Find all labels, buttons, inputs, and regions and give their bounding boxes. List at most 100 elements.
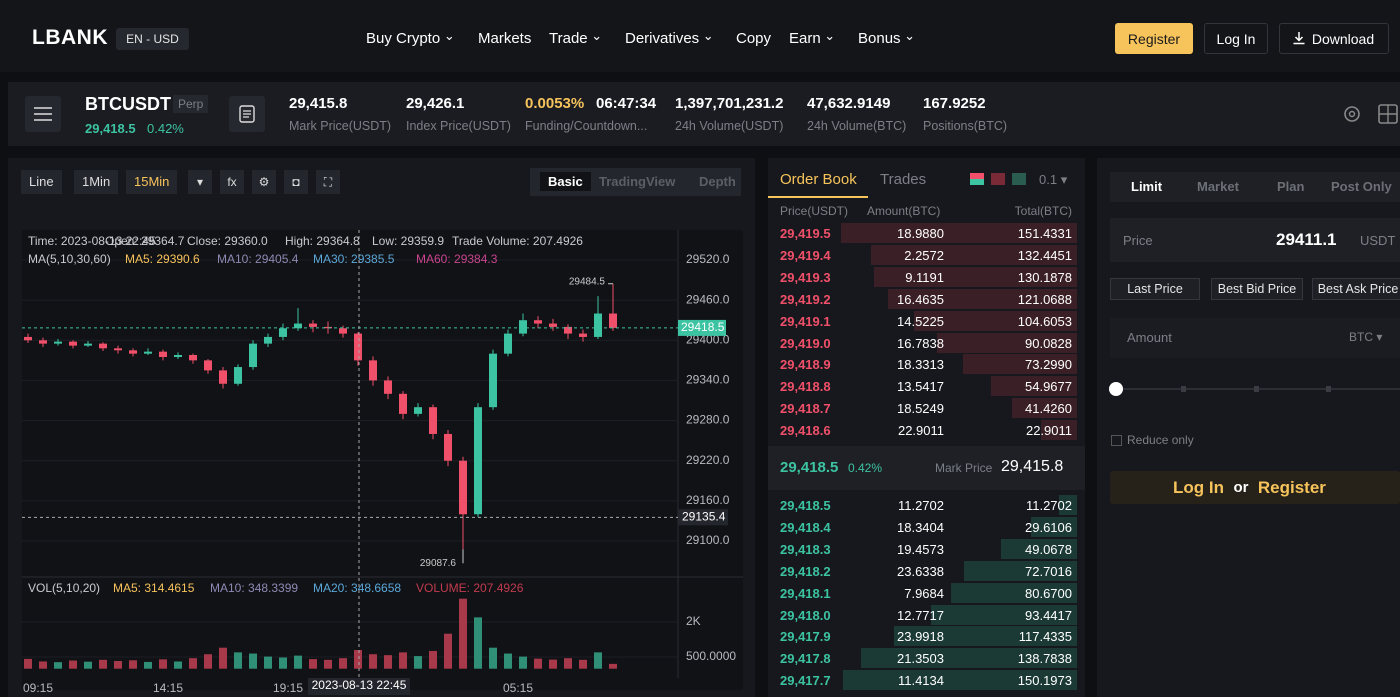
orderbook-row[interactable]: 29,418.5 11.2702 11.2702 xyxy=(768,494,1085,516)
y-tick-label: 29100.0 xyxy=(686,533,730,547)
order-tab[interactable]: Plan xyxy=(1277,179,1305,194)
view-bids[interactable] xyxy=(1012,173,1026,185)
tab-underline xyxy=(768,196,868,198)
quick-button[interactable]: Best Bid Price xyxy=(1211,278,1303,300)
nav-item[interactable]: Markets xyxy=(478,30,532,47)
candle-body xyxy=(279,328,287,337)
y-tick-label: 29460.0 xyxy=(686,292,730,306)
interval-button[interactable]: 15Min xyxy=(126,170,178,194)
volume-bar xyxy=(84,661,92,669)
orderbook-row[interactable]: 29,418.9 18.3313 73.2990 xyxy=(768,353,1085,375)
tool-button[interactable]: ◘ xyxy=(284,170,308,194)
row-total: 49.0678 xyxy=(1025,541,1072,557)
x-tick-label: 09:15 xyxy=(23,681,53,695)
nav-item[interactable]: Buy Crypto ⌄ xyxy=(366,28,455,47)
orderbook-row[interactable]: 29,418.8 13.5417 54.9677 xyxy=(768,375,1085,397)
order-tab[interactable]: Market xyxy=(1197,179,1239,194)
precision[interactable]: 0.1 ▾ xyxy=(1039,172,1068,187)
y-tick-label: 29220.0 xyxy=(686,453,730,467)
orderbook-row[interactable]: 29,418.4 18.3404 29.6106 xyxy=(768,516,1085,538)
depth-bar xyxy=(913,310,1077,331)
quick-button[interactable]: Last Price xyxy=(1110,278,1200,300)
candle-body xyxy=(189,355,197,361)
amount-input[interactable]: Amount BTC ▾ xyxy=(1110,318,1400,358)
cta-register[interactable]: Register xyxy=(1257,477,1326,497)
volume-bar xyxy=(129,660,137,669)
orderbook-row[interactable]: 29,419.4 2.2572 132.4451 xyxy=(768,244,1085,266)
order-tab[interactable]: Limit xyxy=(1131,179,1163,194)
orderbook-row[interactable]: 29,417.9 23.9918 117.4335 xyxy=(768,625,1085,647)
orderbook-row[interactable]: 29,418.1 7.9684 80.6700 xyxy=(768,582,1085,604)
layout-icon[interactable] xyxy=(1378,104,1398,124)
orderbook-row[interactable]: 29,419.5 18.9880 151.4331 xyxy=(768,222,1085,244)
orderbook-row[interactable]: 29,419.0 16.7838 90.0828 xyxy=(768,332,1085,354)
candle-body xyxy=(399,393,407,414)
volume-bar xyxy=(114,660,122,669)
orderbook-row[interactable]: 29,418.6 22.9011 22.9011 xyxy=(768,419,1085,441)
candle-body xyxy=(249,343,257,368)
price-value: 29411.1 xyxy=(1276,230,1337,249)
trades-tab[interactable]: Trades xyxy=(880,171,927,188)
interval-button[interactable]: 1Min xyxy=(74,170,119,194)
orderbook-tab[interactable]: Order Book xyxy=(780,171,857,188)
cta-login[interactable]: Log In xyxy=(1173,477,1224,497)
reduce-checkbox[interactable] xyxy=(1111,435,1122,446)
stat-value: 0.0053% xyxy=(525,95,585,112)
nav-item[interactable]: Earn ⌄ xyxy=(789,28,836,47)
nav-item[interactable]: Trade ⌄ xyxy=(549,28,603,47)
candle-body xyxy=(609,313,617,328)
slider-thumb[interactable] xyxy=(1109,382,1123,396)
info-text: Open: 29364.7 xyxy=(105,234,185,248)
orderbook-row[interactable]: 29,419.2 16.4635 121.0688 xyxy=(768,288,1085,310)
view-tab[interactable]: Depth xyxy=(699,174,736,189)
row-total: 117.4335 xyxy=(1018,629,1072,645)
x-tick-label: 05:15 xyxy=(503,681,533,695)
row-total: 121.0688 xyxy=(1017,291,1072,307)
tool-button[interactable]: ⛶ xyxy=(316,170,340,194)
order-tab[interactable]: Post Only xyxy=(1331,179,1392,194)
doc-icon xyxy=(239,105,255,123)
volume-bar xyxy=(249,653,257,669)
view-tab[interactable]: Basic xyxy=(540,172,591,191)
info-button[interactable] xyxy=(229,96,265,132)
row-price: 29,417.8 xyxy=(780,651,831,667)
row-price: 29,418.1 xyxy=(780,585,831,601)
orderbook-row[interactable]: 29,417.8 21.3503 138.7838 xyxy=(768,647,1085,669)
orderbook-row[interactable]: 29,418.0 12.7717 93.4417 xyxy=(768,604,1085,626)
volume-bar xyxy=(534,658,542,669)
login-button[interactable]: Log In xyxy=(1204,23,1268,54)
price-input[interactable]: Price 29411.1 USDT xyxy=(1110,218,1400,262)
tool-button[interactable]: ▾ xyxy=(188,170,212,194)
nav-item[interactable]: Copy xyxy=(736,30,772,47)
row-amount: 12.7717 xyxy=(897,607,944,623)
register-button[interactable]: Register xyxy=(1115,23,1193,54)
col-price: Price(USDT) xyxy=(780,204,848,218)
view-both[interactable] xyxy=(970,173,984,185)
row-amount: 16.4635 xyxy=(897,291,944,307)
logo[interactable]: LBANK xyxy=(32,26,108,49)
orderbook-row[interactable]: 29,419.1 14.5225 104.6053 xyxy=(768,310,1085,332)
download-button[interactable]: Download xyxy=(1279,23,1389,54)
nav-item[interactable]: Derivatives ⌄ xyxy=(625,28,714,47)
menu-button[interactable] xyxy=(25,96,61,132)
view-tab[interactable]: TradingView xyxy=(599,174,676,189)
row-amount: 14.5225 xyxy=(897,313,944,329)
row-total: 93.4417 xyxy=(1025,607,1072,623)
candle-body xyxy=(339,328,347,334)
symbol[interactable]: BTCUSDT xyxy=(85,94,171,114)
locale[interactable]: EN - USD xyxy=(116,28,189,50)
orderbook-row[interactable]: 29,419.3 9.1191 130.1878 xyxy=(768,266,1085,288)
interval-button[interactable]: Line xyxy=(21,170,62,194)
orderbook-row[interactable]: 29,418.7 18.5249 41.4260 xyxy=(768,397,1085,419)
tool-button[interactable]: fx xyxy=(220,170,244,194)
volume-bar xyxy=(369,654,377,669)
tool-button[interactable]: ⚙ xyxy=(252,170,276,194)
login-register[interactable]: Log In or Register xyxy=(1110,471,1400,504)
nav-item[interactable]: Bonus ⌄ xyxy=(858,28,916,47)
settings-icon[interactable] xyxy=(1342,104,1362,124)
orderbook-row[interactable]: 29,417.7 11.4134 150.1973 xyxy=(768,669,1085,691)
quick-button[interactable]: Best Ask Price xyxy=(1312,278,1400,300)
orderbook-row[interactable]: 29,418.3 19.4573 49.0678 xyxy=(768,538,1085,560)
orderbook-row[interactable]: 29,418.2 23.6338 72.7016 xyxy=(768,560,1085,582)
view-asks[interactable] xyxy=(991,173,1005,185)
